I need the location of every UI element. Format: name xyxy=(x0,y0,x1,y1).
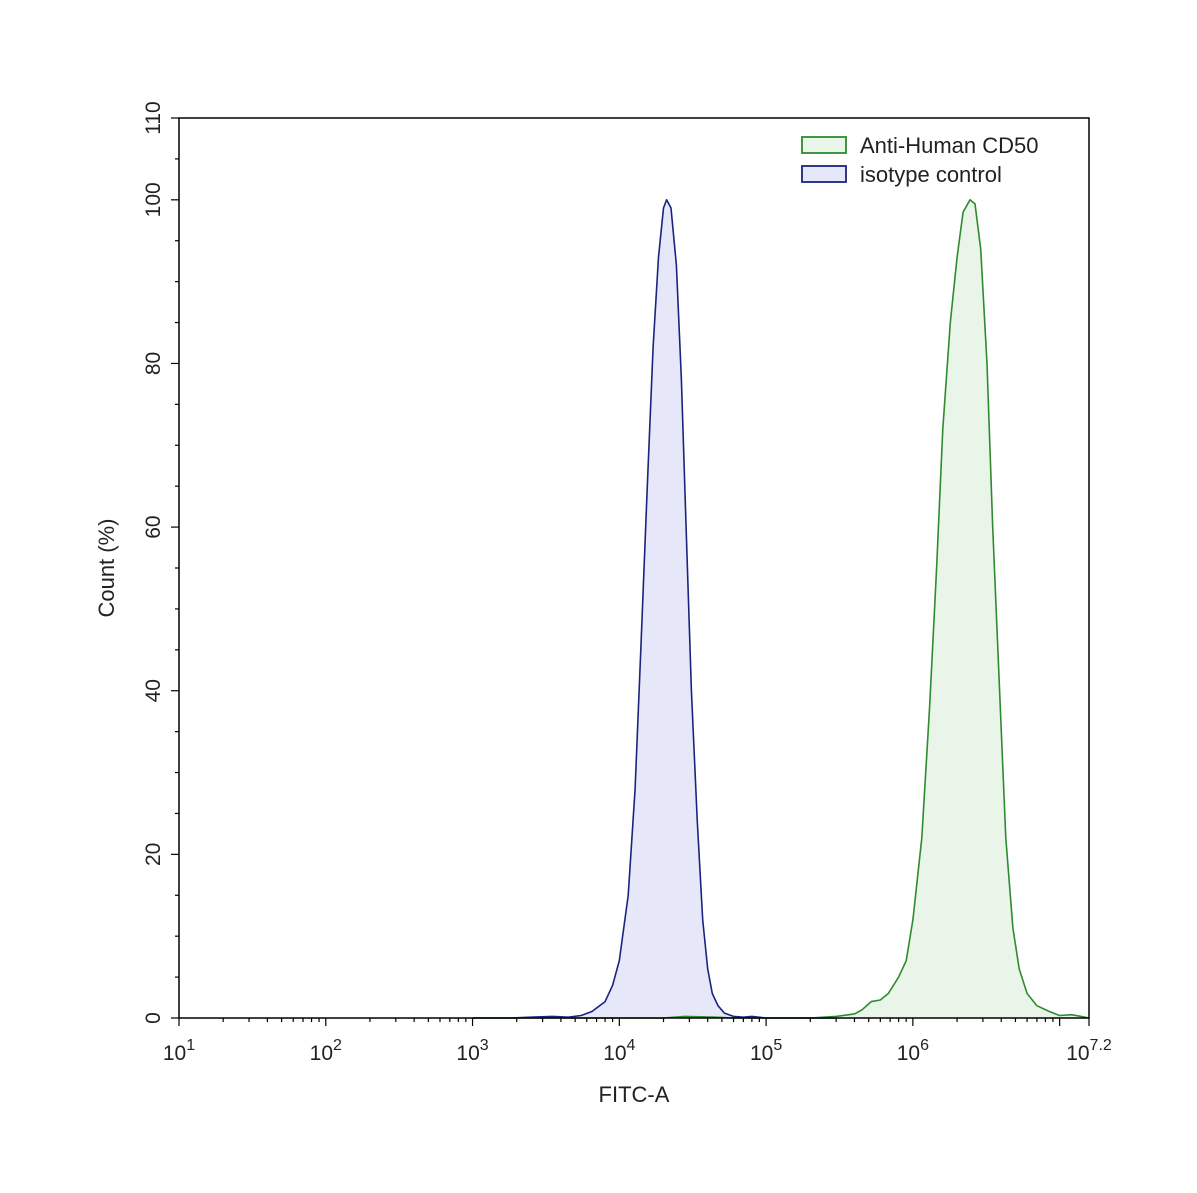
y-tick-label: 0 xyxy=(142,1012,165,1024)
x-tick-label: 105 xyxy=(750,1037,782,1065)
y-tick-label: 80 xyxy=(142,352,165,375)
legend: Anti-Human CD50 isotype control xyxy=(801,133,1039,187)
y-tick-label: 100 xyxy=(142,182,165,217)
x-axis: 101 102 103 104 105 106 107.2 xyxy=(163,1018,1112,1065)
y-tick-label: 110 xyxy=(142,101,165,134)
x-tick-label: 107.2 xyxy=(1066,1037,1112,1065)
x-tick-label: 102 xyxy=(310,1037,342,1065)
series-area-isotype-control xyxy=(472,199,837,1019)
legend-label-anti-human-cd50: Anti-Human CD50 xyxy=(860,133,1039,158)
y-tick-label: 60 xyxy=(142,515,165,538)
y-axis-label: Count (%) xyxy=(94,518,119,617)
x-tick-label: 104 xyxy=(603,1037,635,1065)
x-tick-label: 101 xyxy=(163,1037,195,1065)
legend-swatch-anti-human-cd50 xyxy=(801,136,847,154)
x-tick-label: 103 xyxy=(456,1037,488,1065)
series-layer xyxy=(472,199,1090,1019)
series-area-anti-human-cd50 xyxy=(472,199,1089,1019)
legend-swatch-isotype-control xyxy=(801,165,847,183)
x-axis-label: FITC-A xyxy=(599,1082,670,1107)
legend-label-isotype-control: isotype control xyxy=(860,162,1002,187)
x-tick-label: 106 xyxy=(897,1037,929,1065)
series-line-isotype-control xyxy=(472,199,837,1019)
y-tick-label: 20 xyxy=(142,843,165,866)
y-tick-label: 40 xyxy=(142,679,165,702)
y-axis: 0 20 40 60 80 100 110 xyxy=(142,101,179,1024)
